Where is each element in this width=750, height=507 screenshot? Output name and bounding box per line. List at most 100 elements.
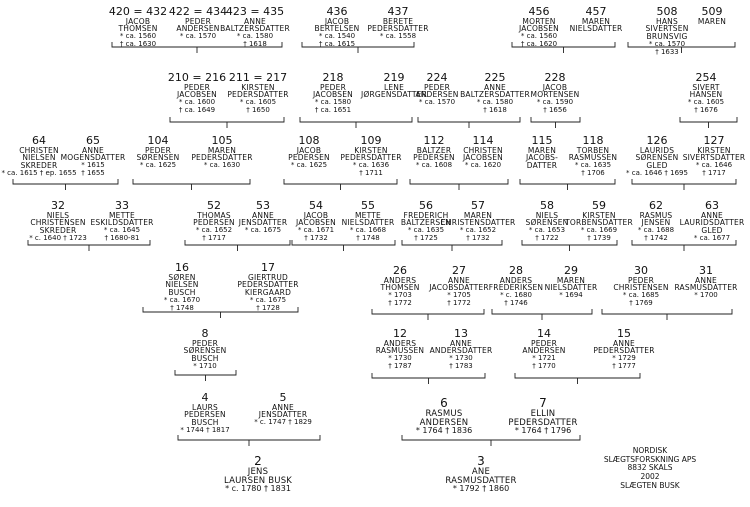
- person-name-line: ANNE: [695, 275, 717, 285]
- person-name-line: PEDER: [145, 145, 171, 155]
- ancestor-number: 57: [471, 199, 485, 212]
- person-card: 2 JENS LAURSEN BUSK * c. 1780 † 1831: [224, 455, 292, 494]
- life-dates: * ca. 1570: [179, 32, 217, 41]
- person-card: 423 = 435 ANNE BALTZERSDATTER * ca. 1580 † 1…: [220, 6, 290, 48]
- life-dates: † 1717: [202, 233, 226, 242]
- person-name-line: GLED: [701, 226, 723, 236]
- person-name-line: BALTZERSEN: [400, 218, 452, 228]
- person-name-line: PEDERSDATTER: [191, 153, 253, 163]
- person-name-line: ANNE: [448, 275, 470, 285]
- person-name-line: JACOB: [542, 82, 568, 92]
- person-card: 13 ANNE ANDERSDATTER * 1730 † 1783: [430, 328, 493, 370]
- bracket-line: [301, 42, 415, 53]
- life-dates: * ca. 1653: [528, 226, 566, 235]
- person-name-line: SØRENSEN: [136, 153, 180, 163]
- person-name-line: RASMUSSEN: [375, 346, 425, 356]
- person-name-line: CHRISTEN: [19, 145, 59, 155]
- person-name-line: PEDERSDATTER: [340, 153, 402, 163]
- person-card: 436 JACOB BERTELSEN * ca. 1540 † ca. 1615: [315, 6, 360, 48]
- person-card: 254 SIVERT HANSEN * ca. 1605 † 1676: [688, 72, 724, 114]
- life-dates: † 1777: [612, 361, 636, 370]
- ancestor-number: 59: [591, 199, 606, 212]
- life-dates: * ca. 1645: [103, 226, 141, 235]
- credit-line: SLÆGTSFORSKNING ApS: [603, 454, 697, 464]
- life-dates: * ca. 1558: [379, 32, 417, 41]
- bracket-line: [514, 373, 641, 384]
- person-card: 16 SØREN NIELSEN BUSCH * ca. 1670 † 1748: [164, 262, 200, 312]
- life-dates: † 1772: [388, 298, 412, 307]
- life-dates: * 1729: [612, 354, 636, 363]
- person-card: 26 ANDERS THOMSEN * 1703 † 1772: [380, 265, 419, 307]
- person-card: 422 = 434 PEDER ANDERSEN * ca. 1570: [169, 6, 227, 41]
- life-dates: * ca. 1580: [476, 98, 514, 107]
- person-name-line: PEDER: [531, 338, 557, 348]
- person-name-line: JACOB: [296, 145, 322, 155]
- ancestor-number: 27: [451, 264, 466, 277]
- ancestor-number: 112: [423, 134, 445, 147]
- ancestor-number: 53: [256, 199, 270, 212]
- person-name-line: JACOBS-: [525, 153, 559, 163]
- person-name-line: MAREN: [207, 145, 237, 155]
- person-name-line: JENS: [247, 466, 269, 477]
- person-name-line: THOMSEN: [118, 24, 158, 34]
- person-name-line: ANNE: [450, 338, 472, 348]
- credit-block: NORDISK SLÆGTSFORSKNING ApS 8832 SKALS 2…: [603, 446, 697, 490]
- life-dates: * ca. 1635: [574, 161, 612, 170]
- life-dates: † 1633: [655, 47, 679, 56]
- person-name-line: SØRENSEN: [635, 153, 679, 163]
- ancestor-number: 15: [616, 327, 631, 340]
- life-dates: * ca. 1652: [459, 226, 497, 235]
- bracket-line: [27, 240, 151, 251]
- bracket-line: [111, 42, 283, 53]
- ancestor-number: 32: [50, 199, 65, 212]
- person-name-line: SIVERTSEN: [645, 24, 689, 34]
- person-name-line: LAURS: [192, 402, 218, 412]
- person-name-line: ANNE: [484, 82, 506, 92]
- person-name-line: ANNE: [701, 210, 723, 220]
- person-name-line: SIVERTSDATTER: [682, 153, 746, 163]
- person-name-line: JACOB: [303, 210, 329, 220]
- person-card: 4 LAURS PEDERSEN BUSCH * 1744 † 1817: [180, 392, 229, 435]
- person-name-line: PEDERSDATTER: [367, 24, 429, 34]
- person-card: 108 JACOB PEDERSEN * ca. 1625: [288, 135, 330, 170]
- ancestor-number: 423 = 435: [225, 5, 285, 18]
- person-card: 228 JACOB MORTENSEN * ca. 1590 † 1656: [531, 72, 580, 114]
- person-name-line: MAREN: [527, 145, 557, 155]
- life-dates: * ca. 1615 † ep. 1655: [1, 169, 77, 178]
- life-dates: * ca. 1605: [687, 98, 725, 107]
- life-dates: * c. 1780 † 1831: [225, 484, 291, 494]
- ancestor-number: 422 = 434: [168, 5, 228, 18]
- person-name-line: SØREN: [168, 272, 196, 282]
- ancestor-number: 30: [634, 264, 648, 277]
- person-name-line: JACOB: [324, 16, 350, 26]
- life-dates: † ca. 1630: [119, 39, 157, 48]
- life-dates: † 1711: [359, 168, 383, 177]
- person-card: 509 MAREN: [698, 6, 726, 25]
- person-card: 57 MAREN CHRISTENSDATTER * ca. 1652 † 1732: [441, 200, 516, 242]
- person-card: 58 NIELS SØRENSEN * ca. 1653 † 1722: [526, 200, 569, 242]
- life-dates: * ca. 1668: [349, 226, 387, 235]
- person-card: 118 TORBEN RASMUSSEN * ca. 1635 † 1706: [569, 135, 617, 177]
- ancestor-number: 115: [531, 134, 553, 147]
- ancestor-number: 118: [582, 134, 604, 147]
- life-dates: † ca. 1620: [520, 39, 558, 48]
- life-dates: * ca. 1675: [244, 226, 282, 235]
- life-dates: † 1722: [535, 233, 559, 242]
- person-card: 14 PEDER ANDERSEN * 1721 † 1770: [522, 328, 565, 370]
- life-dates: * 1792 † 1860: [452, 484, 510, 494]
- person-name-line: LENE: [383, 82, 405, 92]
- ancestor-number: 420 = 432: [108, 5, 168, 18]
- bracket-line: [679, 117, 738, 128]
- bracket-line: [409, 179, 509, 190]
- person-card: 8 PEDER SØRENSEN BUSCH * 1710: [184, 328, 227, 371]
- person-name-line: PEDER: [628, 275, 654, 285]
- life-dates: † 1772: [447, 298, 471, 307]
- person-card: 114 CHRISTEN JACOBSEN * ca. 1620: [463, 135, 503, 170]
- life-dates: † 1739: [587, 233, 611, 242]
- person-name-line: KIRSTEN: [697, 145, 731, 155]
- life-dates: * 1705: [447, 291, 471, 300]
- person-name-line: MORTEN: [522, 16, 556, 26]
- ancestor-number: 2: [254, 454, 262, 468]
